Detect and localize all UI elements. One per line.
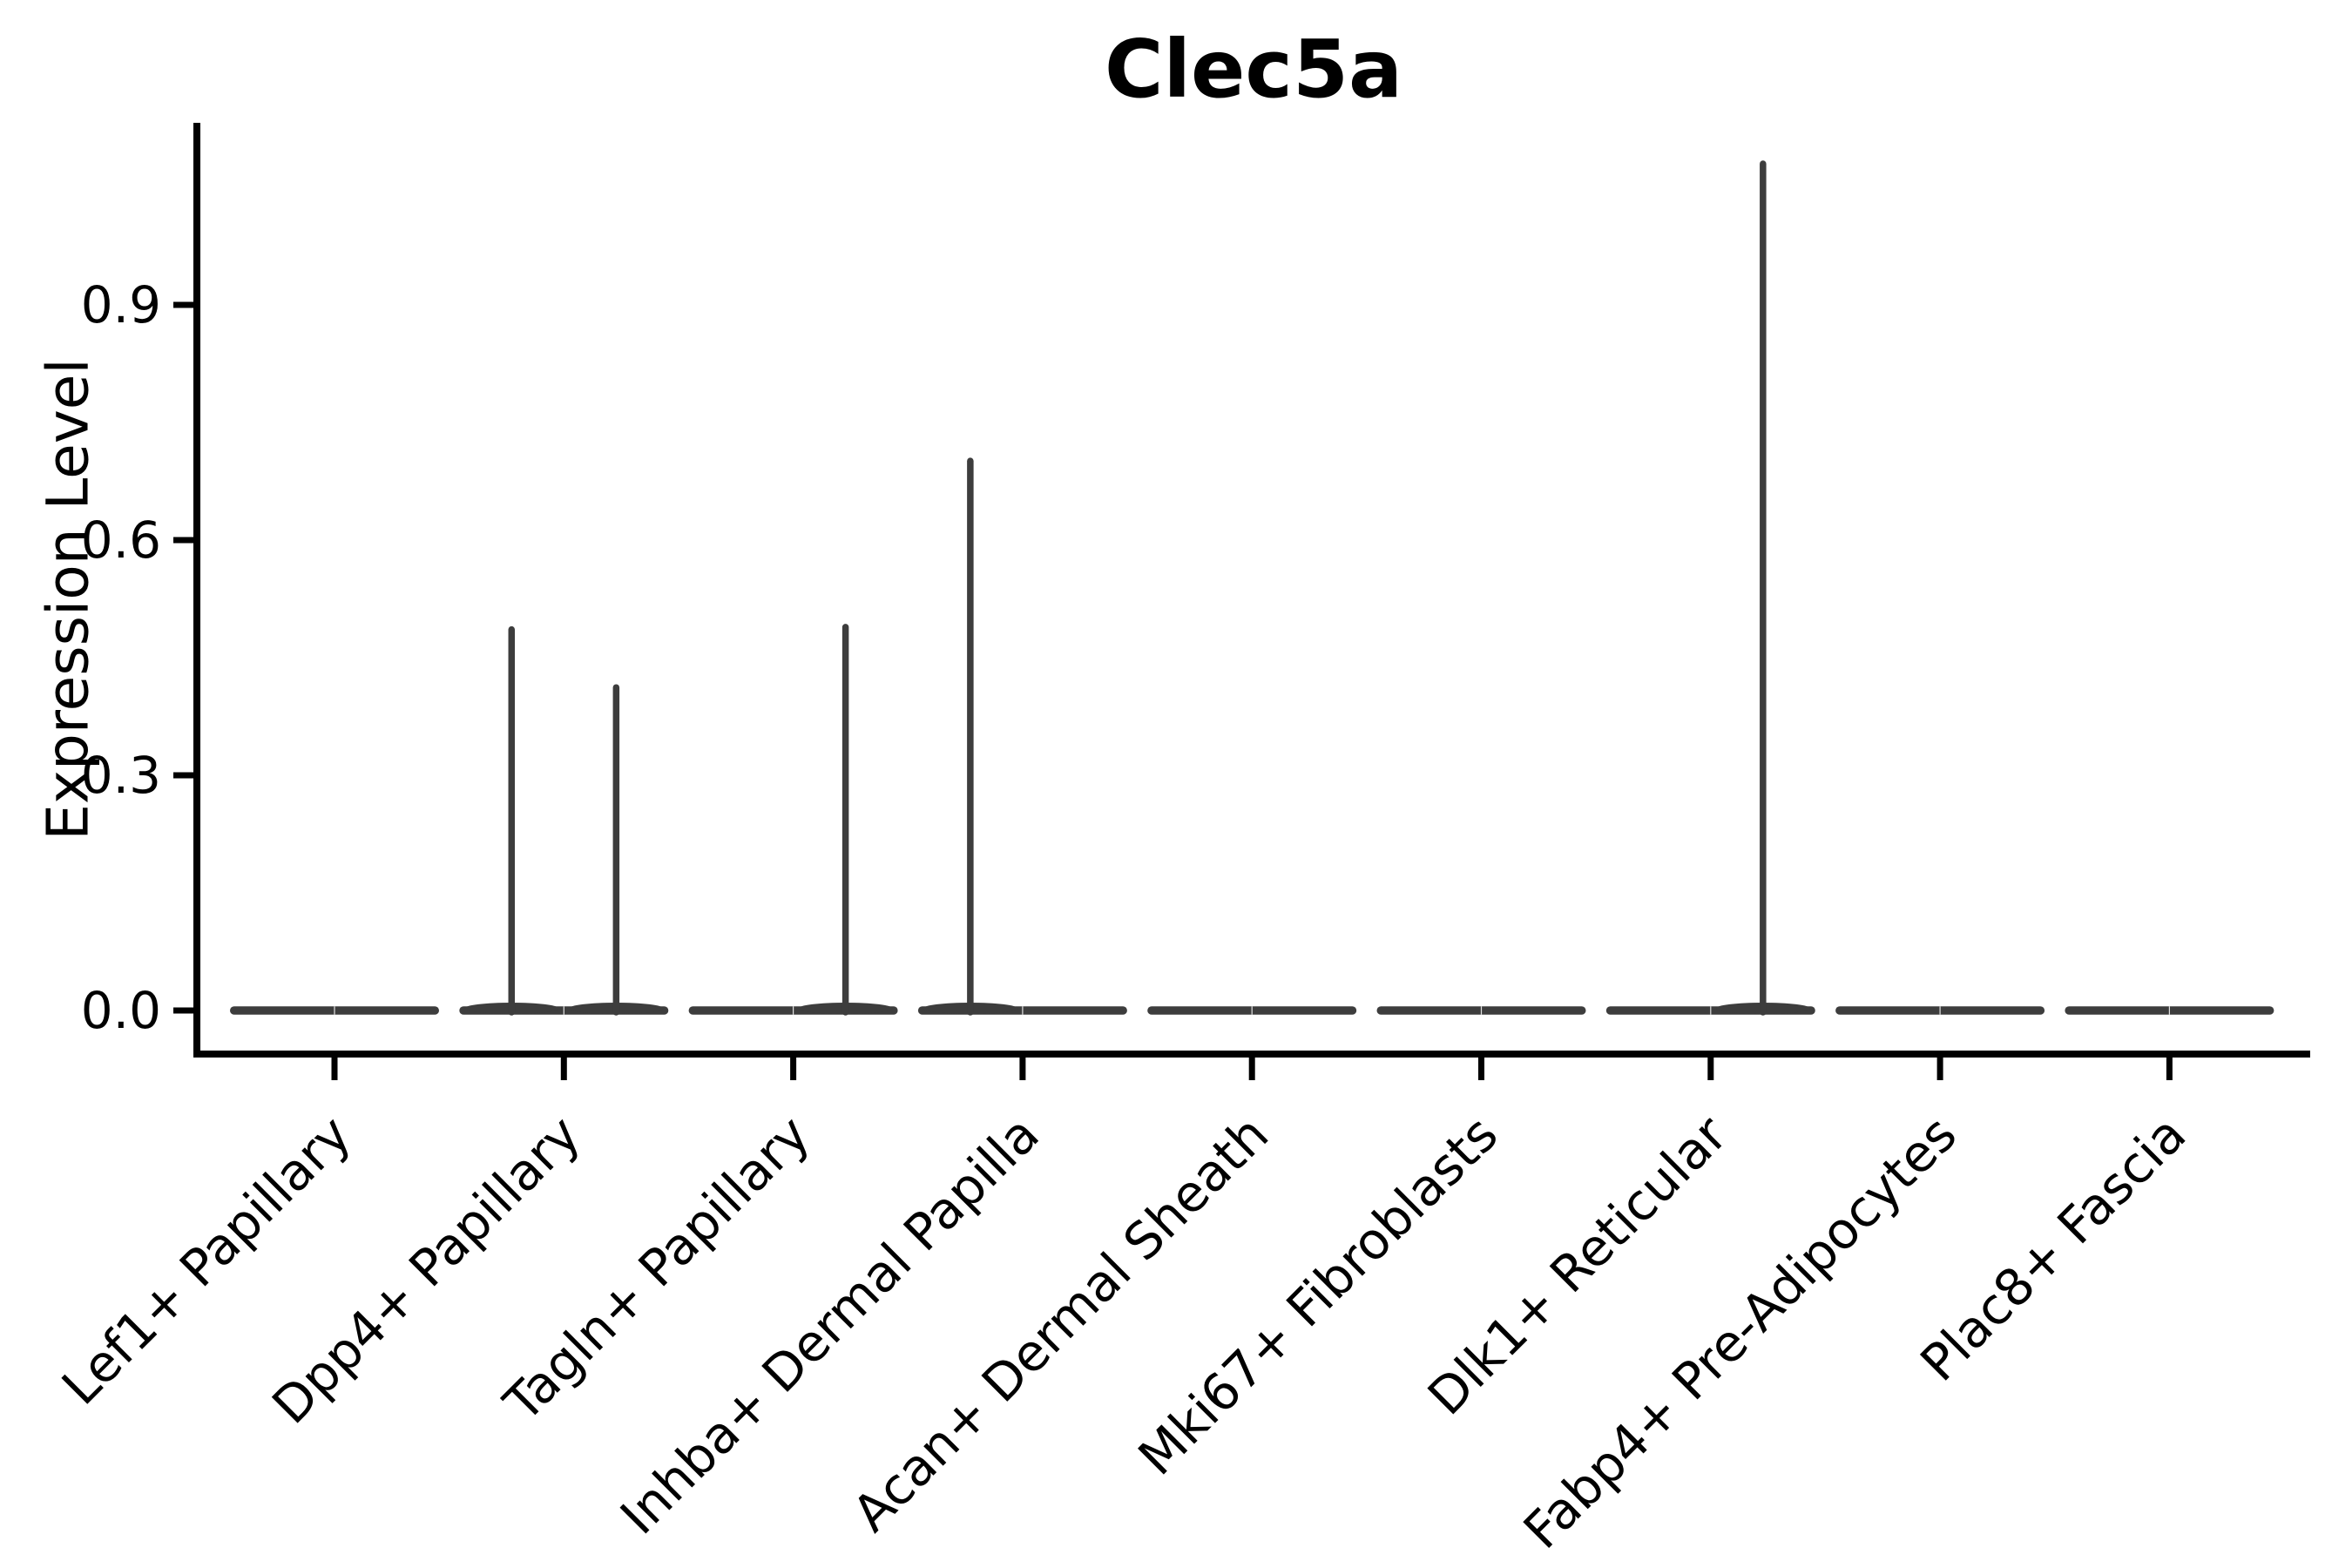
violin-dlk1-reticular [1605,160,1815,1016]
violin-acan-dermal-sheath [1147,1006,1357,1015]
x-category-label-acan-dermal-sheath: Acan+ Dermal Sheath [841,1105,1280,1543]
x-category-label-inhba-dermal-papilla: Inhba+ Dermal Papilla [609,1105,1051,1546]
violin-tagln-papillary [688,624,898,1016]
violin-dpp4-papillary [459,625,669,1016]
violin-lef1-papillary [230,1006,439,1015]
y-tick-label: 0.0 [81,981,161,1040]
violin-plac8-fascia [2065,1006,2274,1015]
y-tick-label: 0.9 [81,275,161,335]
violins-group [230,160,2274,1016]
violin-inhba-dermal-papilla [917,457,1127,1016]
y-tick-label: 0.6 [81,510,161,570]
violin-fabp4-pre-adipocytes [1835,1006,2045,1015]
y-tick-label: 0.3 [81,746,161,805]
plot-title: Clec5a [1104,23,1403,116]
violin-mki67-fibroblasts [1376,1006,1586,1015]
x-category-label-fabp4-pre-adipocytes: Fabp4+ Pre-Adipocytes [1512,1105,1968,1560]
